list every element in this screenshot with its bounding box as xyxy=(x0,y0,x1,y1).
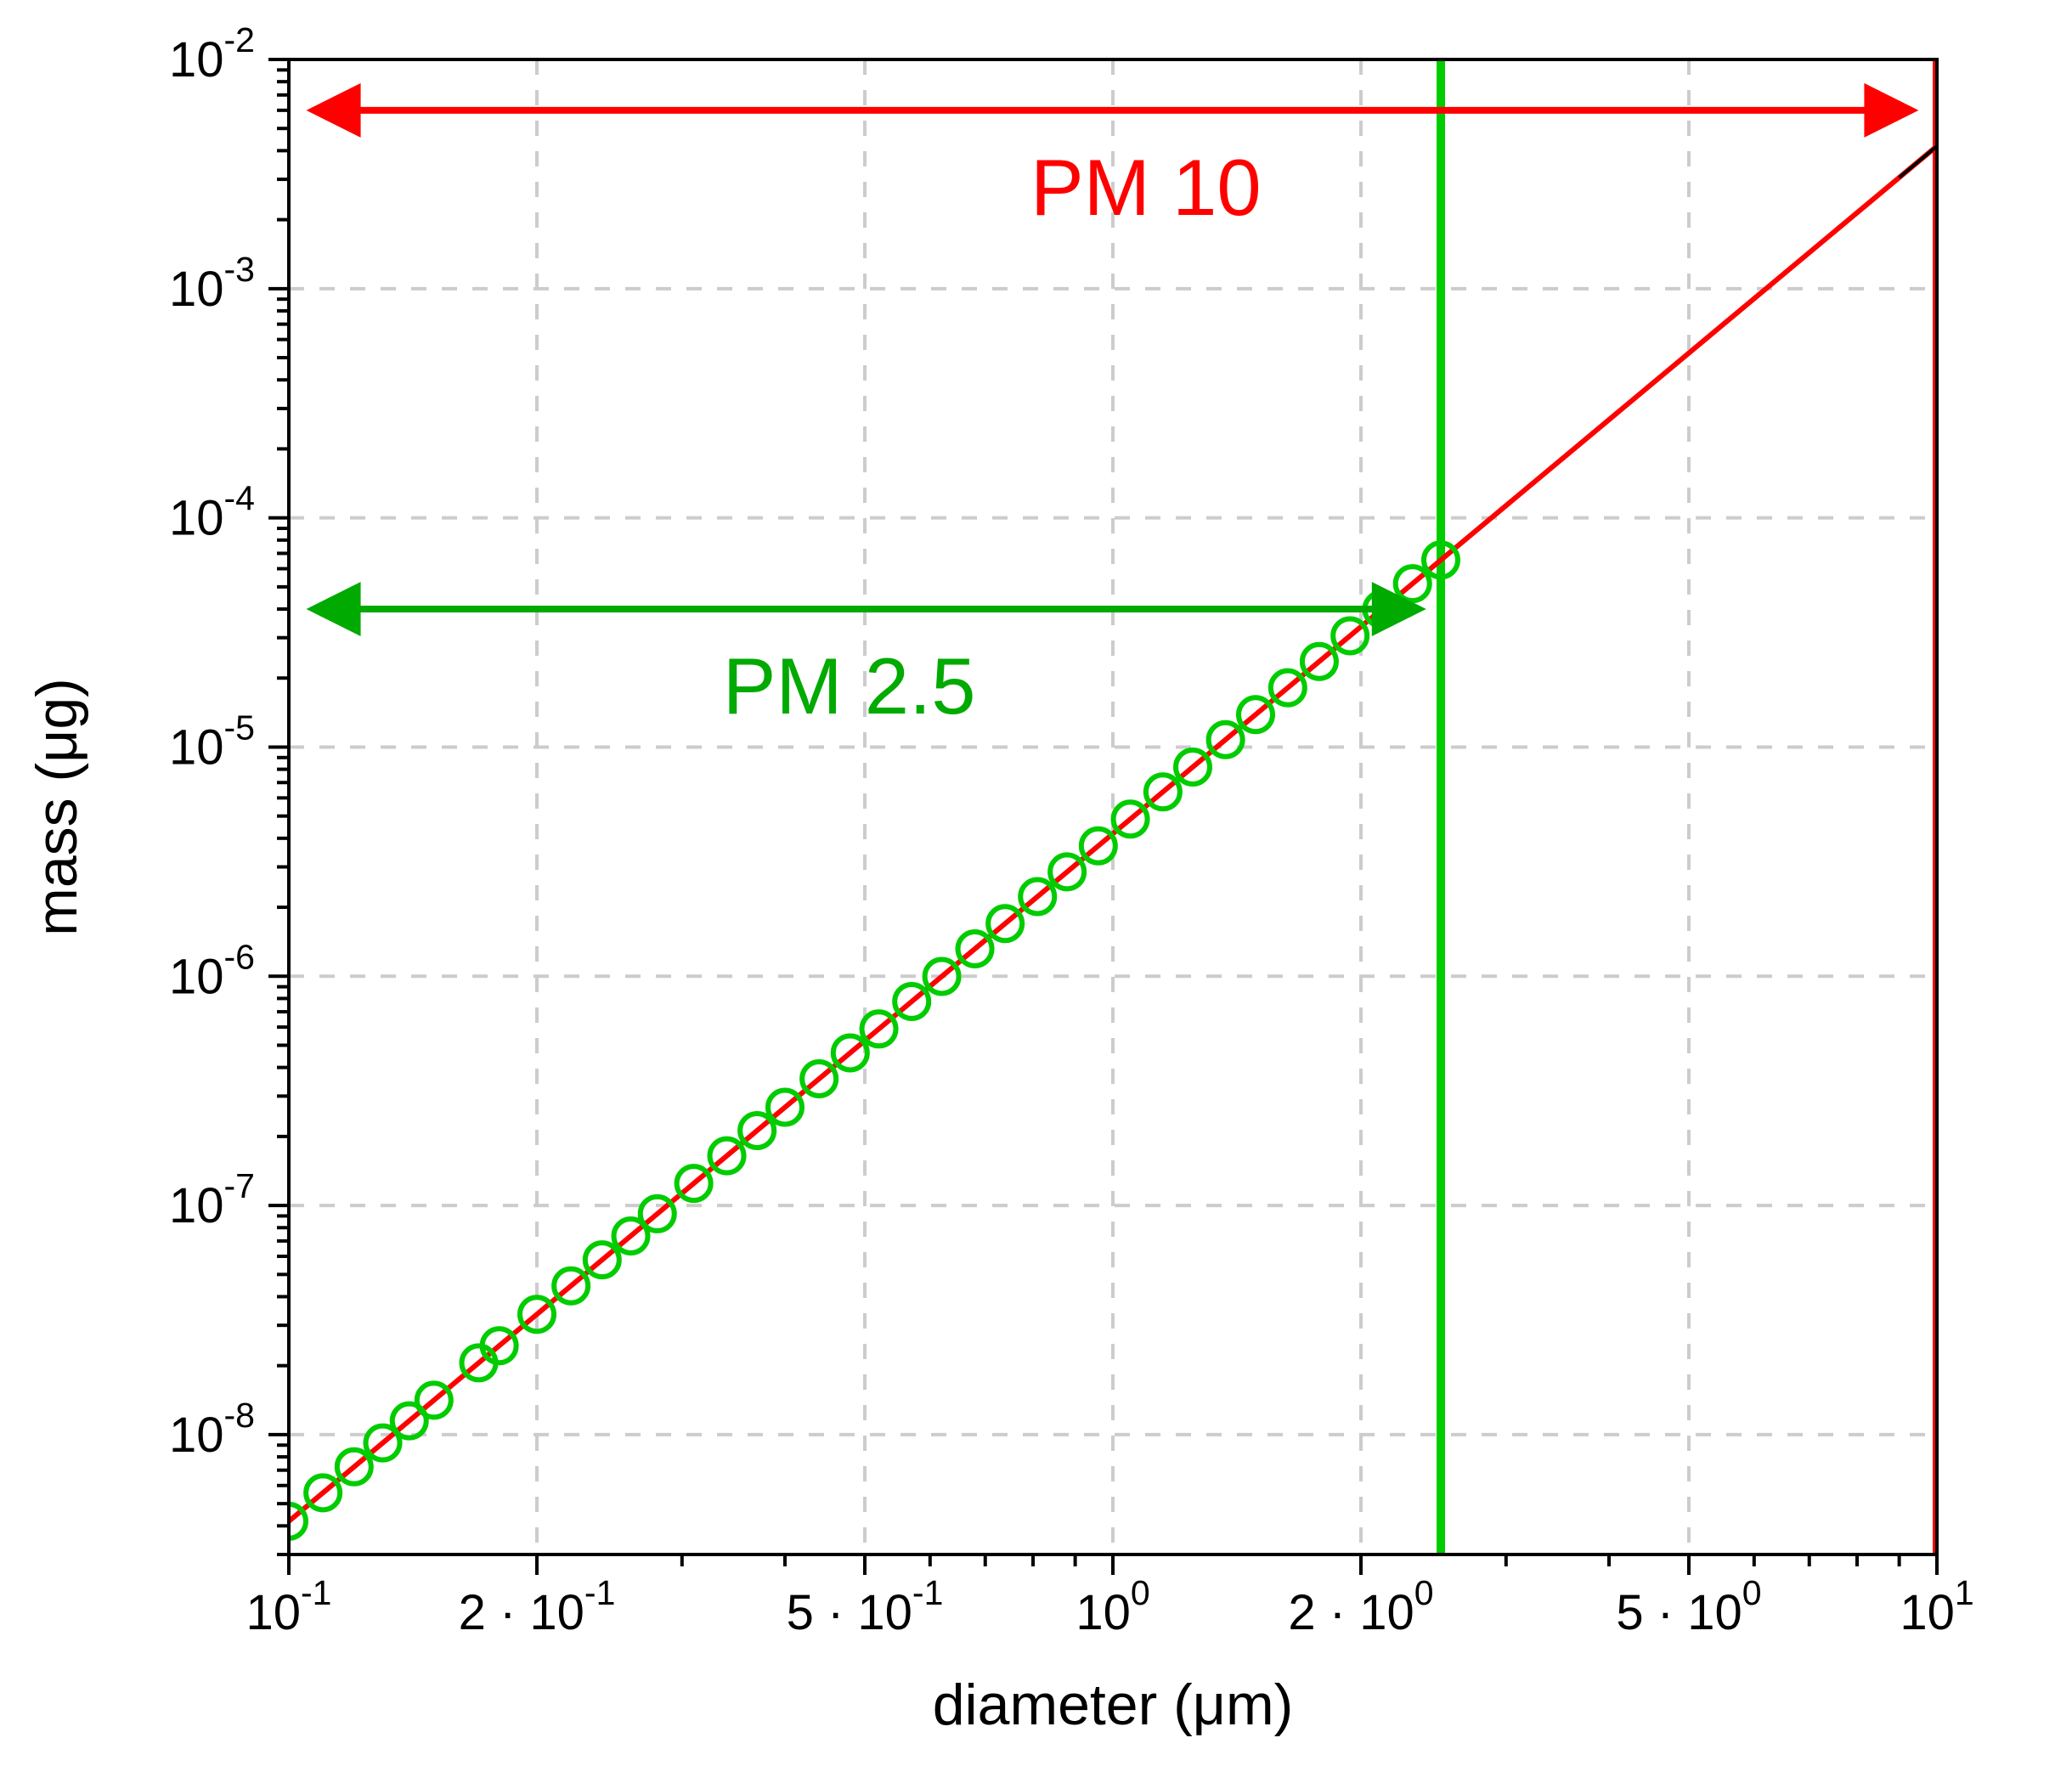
x-tick-label: 5 · 10-1 xyxy=(787,1573,944,1640)
pm10-annot-label: PM 10 xyxy=(1030,143,1262,232)
x-tick-label: 101 xyxy=(1900,1573,1973,1640)
y-tick-label: 10-8 xyxy=(169,1396,255,1463)
line-tail xyxy=(1900,132,1955,178)
pm25-annot-arrowhead-left xyxy=(307,582,361,636)
y-tick-label: 10-7 xyxy=(169,1166,255,1233)
x-tick-label: 2 · 10-1 xyxy=(459,1573,616,1640)
x-tick-label: 10-1 xyxy=(246,1573,332,1640)
y-tick-label: 10-6 xyxy=(169,937,255,1004)
y-tick-label: 10-2 xyxy=(169,20,255,87)
pm10-annot-arrowhead-left xyxy=(307,83,361,138)
series-lines xyxy=(289,132,1955,1521)
y-axis-label: mass (μg) xyxy=(25,678,89,936)
y-tick-label: 10-4 xyxy=(169,479,255,546)
x-tick-label: 100 xyxy=(1076,1573,1149,1640)
x-tick-label: 5 · 100 xyxy=(1616,1573,1761,1640)
y-tick-label: 10-5 xyxy=(169,708,255,775)
chart-container: PM 10 PM 2.5 10-1 2 · 10-1 5 · 10-1 100 2 · 10… xyxy=(0,0,2072,1783)
x-axis: 10-1 2 · 10-1 5 · 10-1 100 2 · 100 5 · 100 101… xyxy=(246,1554,1974,1737)
y-axis: 10-8 10-7 10-6 10-5 10-4 10-3 10-2 mass (μg) xyxy=(25,20,289,1554)
chart-svg: PM 10 PM 2.5 10-1 2 · 10-1 5 · 10-1 100 2 · 10… xyxy=(0,0,2072,1783)
pm25-annot-label: PM 2.5 xyxy=(723,641,976,731)
y-tick-label: 10-3 xyxy=(169,250,255,317)
x-tick-label: 2 · 100 xyxy=(1288,1573,1433,1640)
x-axis-label: diameter (μm) xyxy=(933,1673,1294,1737)
pm10-annot-arrowhead-right xyxy=(1864,83,1918,138)
